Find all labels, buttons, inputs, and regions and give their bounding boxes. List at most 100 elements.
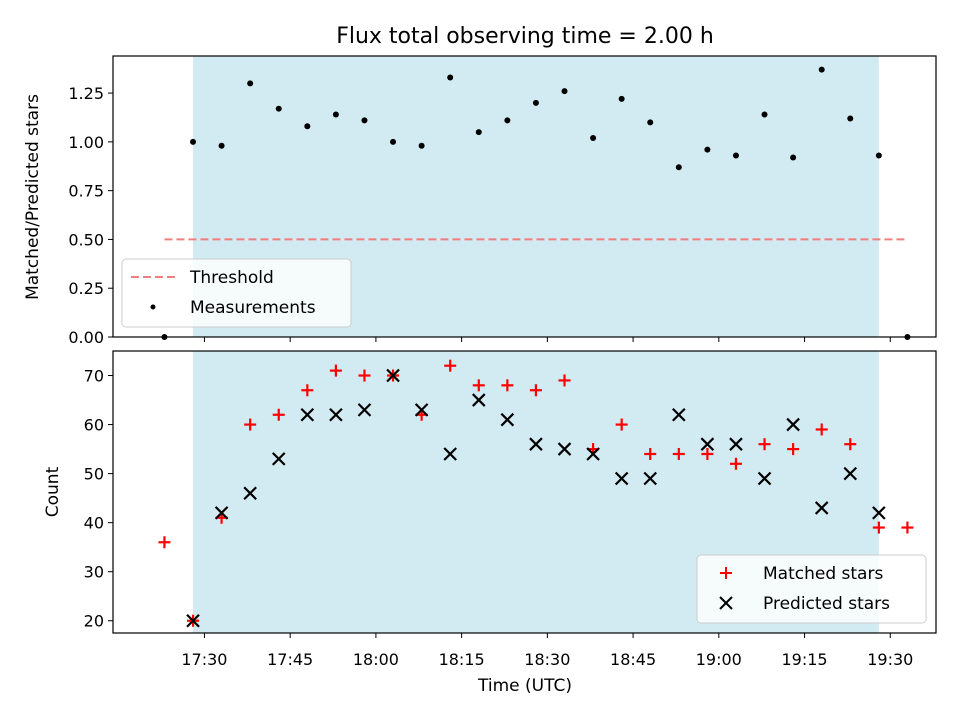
top-ylabel: Matched/Predicted stars — [23, 94, 43, 300]
x-tick-label: 18:45 — [610, 650, 656, 669]
bottom-legend: Matched stars Predicted stars — [696, 554, 927, 624]
measurement-point — [790, 154, 797, 161]
y-tick-label: 30 — [84, 563, 104, 582]
predicted-star-point — [529, 437, 543, 451]
y-tick-label: 1.25 — [68, 84, 104, 103]
measurement-point — [590, 134, 597, 141]
top-y-ticks: 0.00 0.25 0.50 0.75 1.00 1.25 — [68, 84, 113, 347]
predicted-star-b — [700, 437, 715, 451]
top-legend: Threshold Measurements — [121, 258, 352, 328]
measurement-point — [875, 152, 882, 159]
measurement-point — [704, 146, 711, 153]
y-tick-label: 0.00 — [68, 328, 104, 347]
predicted-star-b — [500, 412, 515, 427]
predicted-star-b — [357, 403, 372, 417]
predicted-star-b — [443, 447, 457, 461]
predicted-star-point — [186, 613, 200, 628]
matched-star-point — [244, 418, 257, 431]
measurement-point — [732, 152, 739, 159]
measurement-point — [447, 74, 454, 81]
measurement-points — [161, 66, 911, 340]
predicted-star-point — [471, 393, 486, 407]
y-tick-label: 60 — [84, 416, 104, 435]
y-tick-label: 1.00 — [68, 133, 104, 152]
matched-star-point — [729, 457, 742, 470]
legend-measurements-label: Measurements — [190, 298, 316, 318]
measurement-point — [190, 138, 197, 145]
measurement-point — [475, 129, 482, 136]
predicted-star-point — [872, 506, 886, 520]
top-legend-box — [121, 258, 352, 328]
predicted-star-b — [557, 442, 572, 456]
predicted-star-b — [386, 368, 400, 383]
x-tick-label: 18:00 — [353, 650, 399, 669]
predicted-star-b — [300, 407, 315, 422]
matched-star-point — [844, 438, 857, 451]
measurement-point — [218, 142, 225, 149]
matched-star-point — [444, 359, 457, 372]
measurement-point — [532, 99, 539, 106]
y-tick-label: 0.25 — [68, 279, 104, 298]
predicted-star-b — [243, 486, 257, 501]
top-plot-frame — [112, 55, 937, 338]
predicted-star-point — [643, 471, 658, 486]
predicted-stars-points — [186, 368, 886, 628]
x-tick-label: 19:15 — [781, 650, 827, 669]
measurement-point — [247, 80, 254, 87]
bottom-ylabel: Count — [43, 466, 63, 517]
legend-predicted-swatch — [719, 596, 733, 610]
predicted-star-b — [329, 407, 343, 422]
matched-star-point — [529, 384, 542, 397]
measurement-point — [304, 123, 311, 130]
predicted-star-point — [843, 466, 858, 481]
measurement-point — [761, 111, 768, 118]
y-tick-label: 50 — [84, 465, 104, 484]
predicted-star-b — [872, 506, 886, 520]
measurement-point — [847, 115, 854, 122]
matched-star-point — [815, 423, 828, 436]
bottom-panel: Count Time (UTC) 20 30 40 50 60 70 17:30 17:45… — [43, 350, 937, 696]
x-tick-label: 18:30 — [524, 650, 570, 669]
predicted-star-point — [329, 407, 343, 422]
matched-star-point — [787, 443, 800, 456]
x-tick-label: 17:45 — [267, 650, 313, 669]
predicted-star-b — [214, 506, 229, 520]
top-title: Flux total observing time = 2.00 h — [336, 24, 714, 49]
predicted-star-b — [643, 471, 658, 486]
matched-star-point — [301, 384, 314, 397]
measurement-point — [361, 117, 368, 124]
predicted-star-b — [672, 407, 686, 422]
matched-star-point — [901, 521, 914, 534]
predicted-star-point — [443, 447, 457, 461]
legend-predicted-label: Predicted stars — [763, 594, 890, 614]
predicted-star-b — [186, 613, 200, 628]
measurement-point — [818, 66, 825, 73]
x-tick-label: 19:30 — [867, 650, 913, 669]
x-tick-label: 17:30 — [181, 650, 227, 669]
y-tick-label: 0.75 — [68, 182, 104, 201]
predicted-star-point — [557, 442, 572, 456]
matched-star-point — [272, 408, 285, 421]
top-x-tick-marks — [203, 337, 891, 342]
bottom-plot-frame — [112, 350, 937, 634]
bottom-legend-box — [696, 554, 927, 624]
matched-star-point — [758, 438, 771, 451]
predicted-star-point — [586, 447, 600, 461]
legend-measurements-swatch — [150, 304, 156, 310]
top-panel: Flux total observing time = 2.00 h Match… — [23, 24, 937, 347]
matched-star-point — [501, 379, 514, 392]
predicted-star-point — [757, 471, 772, 486]
bottom-y-ticks: 20 30 40 50 60 70 — [84, 367, 113, 631]
measurement-point — [618, 95, 625, 102]
predicted-star-point — [414, 403, 429, 417]
matched-star-point — [358, 369, 371, 382]
predicted-star-point — [700, 437, 715, 451]
predicted-star-b — [757, 471, 772, 486]
predicted-star-point — [243, 486, 257, 501]
matched-star-point — [872, 521, 885, 534]
measurement-point — [504, 117, 511, 124]
measurement-point — [390, 138, 397, 145]
predicted-star-point — [386, 368, 400, 383]
predicted-star-point — [214, 506, 229, 520]
